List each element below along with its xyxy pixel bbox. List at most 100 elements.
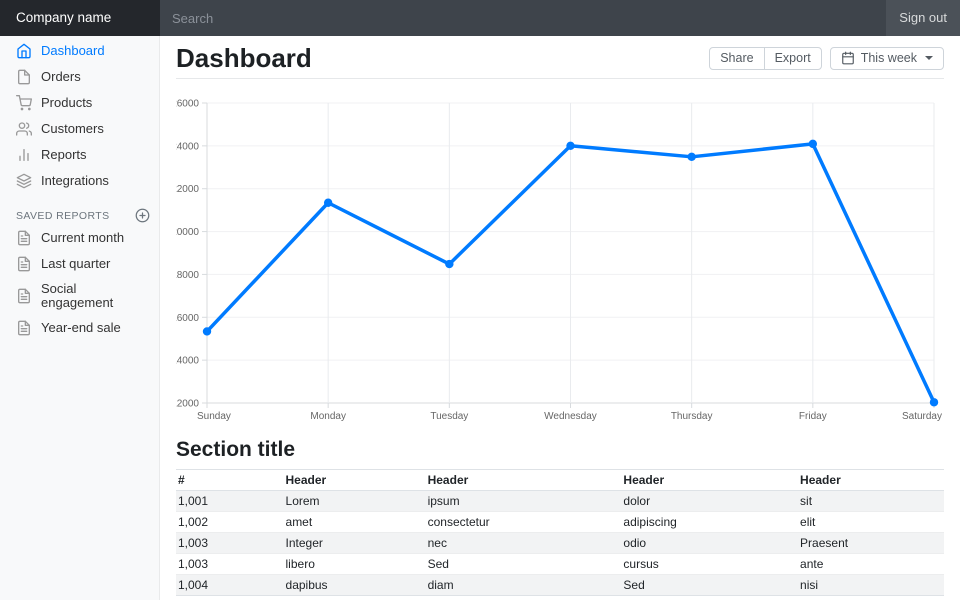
chart-point[interactable]	[687, 152, 696, 162]
chart-point[interactable]	[202, 327, 212, 336]
search-input[interactable]	[160, 0, 887, 36]
table-cell: ipsum	[427, 494, 460, 508]
sidebar-item-label: Last quarter	[41, 256, 111, 271]
chart-xtick-label: Friday	[799, 411, 827, 422]
share-button-label: Share	[720, 50, 754, 65]
chart-ytick-label: 20000	[176, 227, 199, 238]
shopping-cart-icon	[16, 95, 32, 111]
sidebar-item-label: Dashboard	[41, 43, 105, 58]
table-cell: 1,002	[176, 511, 284, 533]
sidebar-item-customers[interactable]: Customers	[0, 116, 160, 142]
brand[interactable]: Company name	[0, 0, 160, 36]
table-cell: 1,003	[176, 553, 284, 575]
table-row: 1,002 amet consectetur adipiscing elit	[176, 511, 944, 533]
sidebar-item-link[interactable]: Last quarter	[0, 251, 160, 277]
period-dropdown-button[interactable]: This week	[829, 46, 944, 70]
chart-point[interactable]	[445, 259, 454, 269]
chart-point[interactable]	[808, 139, 818, 149]
sidebar-item-label: Customers	[41, 121, 104, 136]
chevron-down-icon	[925, 56, 933, 60]
page-header: Dashboard Share Export This week	[176, 36, 944, 79]
chart-xtick-label: Sunday	[197, 411, 231, 422]
table-row: 1,003 libero Sed cursus ante	[176, 553, 944, 575]
sidebar-item-reports[interactable]: Reports	[0, 142, 160, 168]
saved-reports-heading: Saved reports	[0, 208, 160, 223]
sidebar-item-link[interactable]: Social engagement	[0, 277, 160, 315]
chart-ytick-label: 18000	[176, 270, 199, 281]
data-table: # Header Header Header Header 1,001 Lorem ipsu…	[176, 469, 944, 596]
chart-point[interactable]	[566, 141, 575, 150]
sidebar-item-link[interactable]: Integrations	[0, 168, 160, 194]
table-header-row: # Header Header Header Header	[176, 469, 944, 491]
section-title: Section title	[176, 438, 296, 461]
table-cell: Lorem	[285, 494, 320, 508]
file-text-icon	[16, 288, 32, 304]
table-row: 1,001 Lorem ipsum dolor sit	[176, 490, 944, 512]
saved-reports-list: Current month Last quarter Social engageme…	[0, 225, 160, 341]
table-cell: ante	[798, 553, 944, 575]
table-cell: sit	[800, 494, 813, 508]
sidebar-item-label: Products	[41, 95, 93, 110]
table-cell: Praesent	[798, 532, 944, 554]
sidebar-item-orders[interactable]: Orders	[0, 64, 160, 90]
table-cell: 1,001	[178, 494, 209, 508]
saved-reports-heading-label: Saved reports	[16, 209, 110, 222]
chart-xtick-label: Wednesday	[544, 411, 597, 422]
sidebar-item-link[interactable]: Current month	[0, 225, 160, 251]
sidebar-item-link[interactable]: Orders	[0, 64, 160, 90]
layers-icon	[16, 173, 32, 189]
sidebar-item-link[interactable]: Products	[0, 90, 160, 116]
chart-xtick-label: Monday	[310, 411, 346, 422]
chart-xtick-label: Tuesday	[430, 411, 468, 422]
table-cell: amet	[283, 511, 426, 533]
share-button[interactable]: Share	[709, 46, 765, 70]
sidebar-item-last-quarter[interactable]: Last quarter	[0, 251, 160, 277]
table-header-cell: Header	[283, 469, 426, 491]
sidebar-item-social-engagement[interactable]: Social engagement	[0, 277, 160, 315]
table-cell: libero	[283, 553, 426, 575]
table-cell: nisi	[798, 574, 944, 596]
calendar-icon	[841, 51, 855, 65]
sidebar-item-dashboard[interactable]: Dashboard	[0, 38, 160, 64]
table-cell: Sed	[425, 553, 622, 575]
table-cell: odio	[621, 532, 799, 554]
sidebar-item-label: Social engagement	[41, 281, 114, 310]
chart-xtick-label: Saturday	[902, 411, 942, 422]
share-export-group: Share Export	[709, 46, 822, 70]
table-cell: elit	[798, 511, 944, 533]
sidebar-item-integrations[interactable]: Integrations	[0, 168, 160, 194]
chart-point[interactable]	[323, 198, 333, 207]
sidebar-item-current-month[interactable]: Current month	[0, 225, 160, 251]
sidebar-item-label: Orders	[41, 69, 81, 84]
table-cell: Integer	[283, 532, 426, 554]
sidebar: Dashboard Orders Products Customers Reports I…	[0, 36, 160, 600]
sign-out-link[interactable]: Sign out	[886, 0, 960, 36]
chart-ytick-label: 22000	[176, 184, 199, 195]
sidebar-item-products[interactable]: Products	[0, 90, 160, 116]
table-cell: diam	[425, 574, 622, 596]
table-cell: 1,004	[176, 574, 284, 596]
sidebar-item-link[interactable]: Year-end sale	[0, 315, 160, 341]
export-button[interactable]: Export	[763, 46, 822, 70]
chart-ytick-label: 14000	[176, 356, 199, 367]
table-cell: nec	[425, 532, 622, 554]
table-header-cell: #	[176, 469, 284, 491]
chart-point[interactable]	[929, 398, 939, 407]
sidebar-item-link[interactable]: Reports	[0, 142, 160, 168]
plus-circle-icon[interactable]	[135, 208, 150, 223]
bar-chart-icon	[16, 147, 32, 163]
table-row: 1,003 Integer nec odio Praesent	[176, 532, 944, 554]
table-cell: adipiscing	[621, 511, 799, 533]
sidebar-item-link[interactable]: Dashboard	[0, 38, 160, 64]
home-icon	[16, 43, 32, 59]
table-header-cell: Header	[425, 469, 622, 491]
line-chart: 12000 14000 16000 18000 20000 22000 24000 26000…	[176, 91, 944, 423]
table-head: # Header Header Header Header	[176, 469, 944, 491]
table-header-cell: Header	[798, 469, 944, 491]
line-chart-svg: 12000 14000 16000 18000 20000 22000 24000 26000…	[176, 99, 942, 423]
sidebar-item-link[interactable]: Customers	[0, 116, 160, 142]
sidebar-item-year-end-sale[interactable]: Year-end sale	[0, 315, 160, 341]
table-cell: cursus	[621, 553, 799, 575]
table-header-cell: Header	[621, 469, 799, 491]
period-label: This week	[860, 50, 917, 65]
